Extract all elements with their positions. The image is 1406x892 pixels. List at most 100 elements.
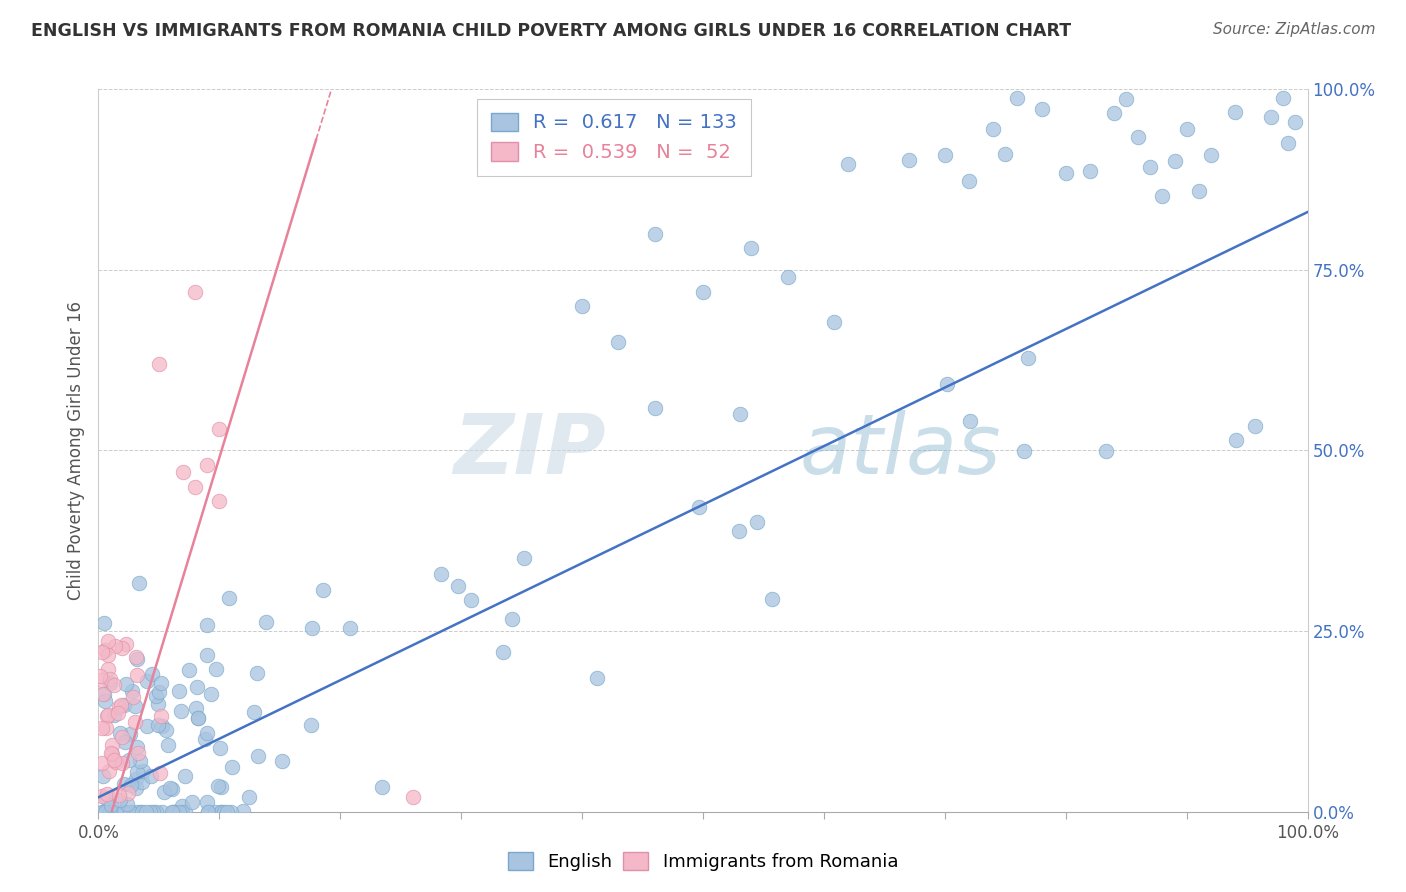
Point: [125, 740, 148, 755]
Point: [402, 790, 425, 805]
Point: [301, 621, 323, 635]
Point: [370, 780, 392, 794]
Point: [96, 787, 118, 801]
Point: [1012, 444, 1035, 458]
Point: [212, 805, 235, 819]
Point: [103, 707, 125, 722]
Point: [146, 697, 169, 711]
Point: [187, 711, 209, 725]
Point: [1225, 433, 1247, 447]
Point: [104, 756, 127, 770]
Point: [167, 684, 190, 698]
Point: [135, 674, 157, 689]
Point: [167, 805, 190, 819]
Point: [111, 730, 134, 744]
Point: [208, 422, 231, 436]
Point: [692, 285, 714, 299]
Point: [107, 700, 129, 714]
Point: [170, 704, 193, 718]
Point: [128, 805, 150, 819]
Point: [936, 376, 959, 391]
Point: [103, 678, 125, 692]
Point: [959, 414, 981, 428]
Point: [101, 747, 124, 761]
Point: [747, 515, 769, 529]
Point: [195, 618, 218, 632]
Point: [145, 805, 167, 819]
Point: [112, 805, 135, 819]
Point: [142, 805, 165, 819]
Point: [170, 805, 193, 819]
Point: [93, 687, 115, 701]
Point: [98, 805, 121, 819]
Point: [114, 805, 136, 819]
Point: [153, 785, 176, 799]
Point: [1054, 166, 1077, 180]
Point: [205, 662, 228, 676]
Point: [135, 805, 157, 819]
Point: [103, 753, 125, 767]
Point: [120, 805, 142, 819]
Point: [111, 641, 134, 656]
Point: [160, 805, 183, 819]
Point: [1017, 351, 1039, 366]
Legend: R =  0.617   N = 133, R =  0.539   N =  52: R = 0.617 N = 133, R = 0.539 N = 52: [477, 99, 751, 176]
Point: [209, 740, 232, 755]
Point: [136, 719, 159, 733]
Point: [197, 805, 219, 819]
Point: [127, 805, 149, 819]
Point: [492, 644, 515, 658]
Point: [184, 480, 207, 494]
Point: [1007, 91, 1029, 105]
Point: [150, 676, 173, 690]
Point: [195, 458, 218, 472]
Point: [301, 718, 323, 732]
Point: [148, 357, 170, 371]
Point: [127, 746, 149, 760]
Point: [90, 789, 112, 803]
Point: [91, 756, 114, 770]
Point: [1243, 419, 1265, 434]
Point: [94, 721, 117, 735]
Point: [107, 788, 129, 802]
Point: [186, 701, 208, 715]
Point: [173, 769, 195, 783]
Point: [208, 494, 231, 508]
Point: [139, 769, 162, 783]
Point: [1102, 105, 1125, 120]
Point: [163, 805, 186, 819]
Point: [200, 687, 222, 701]
Point: [98, 673, 121, 687]
Point: [107, 706, 129, 720]
Point: [96, 633, 118, 648]
Point: [91, 805, 114, 819]
Y-axis label: Child Poverty Among Girls Under 16: Child Poverty Among Girls Under 16: [66, 301, 84, 600]
Point: [209, 805, 232, 819]
Point: [172, 465, 194, 479]
Point: [1277, 136, 1299, 150]
Point: [1223, 105, 1246, 120]
Point: [101, 739, 124, 753]
Point: [172, 798, 194, 813]
Point: [339, 621, 361, 635]
Point: [120, 778, 142, 792]
Point: [94, 643, 117, 657]
Point: [114, 734, 136, 748]
Text: atlas: atlas: [800, 410, 1001, 491]
Point: [149, 766, 172, 780]
Point: [124, 714, 146, 729]
Point: [112, 698, 135, 713]
Point: [513, 551, 536, 566]
Point: [131, 805, 153, 819]
Point: [112, 805, 135, 819]
Point: [149, 709, 172, 723]
Point: [89, 669, 111, 683]
Point: [141, 667, 163, 681]
Point: [124, 698, 146, 713]
Point: [177, 663, 200, 677]
Point: [1260, 110, 1282, 124]
Text: Source: ZipAtlas.com: Source: ZipAtlas.com: [1212, 22, 1375, 37]
Point: [195, 648, 218, 663]
Point: [150, 719, 173, 733]
Point: [93, 615, 115, 630]
